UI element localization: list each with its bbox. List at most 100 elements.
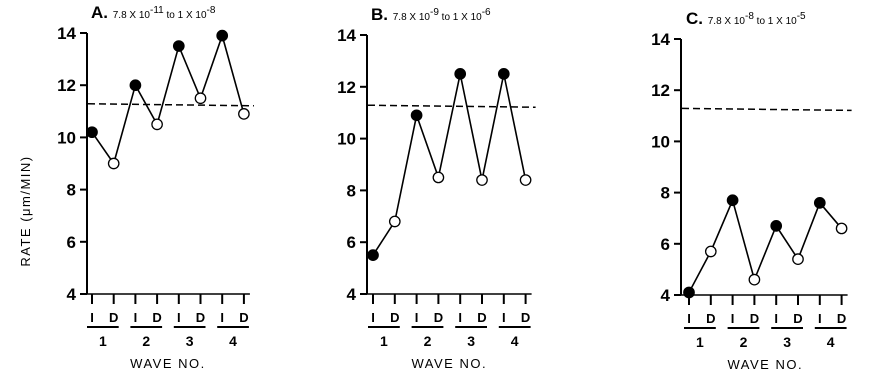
panel-b-point-I [497,68,510,80]
panel-b-y-tick-label: 10 [337,130,356,149]
panel-c-point-D [792,253,804,266]
panel-b-title-exponent: -6 [482,7,491,18]
panel-c-point-I [683,286,695,299]
panel-b-y-tick-label: 14 [337,26,356,45]
panel-c-wave-label: 1 [696,334,704,350]
panel-a-y-tick-label: 8 [67,181,76,200]
panel-b-y-tick-label: 8 [347,181,356,200]
panel-c-point-D [748,273,761,286]
panel-b-phase-label: I [371,310,375,325]
panel-b-phase-label: D [390,310,399,325]
panel-b-wave-label: 1 [380,333,388,349]
panel-a-title-range-text: 7.8 X 10 [113,10,151,21]
panel-b-wave-label: 4 [511,333,519,349]
panel-c-phase-label: I [818,311,822,326]
panel-a-wave-label: 2 [142,333,150,349]
panel-a-wave-label: 4 [229,333,237,349]
panel-a-phase-label: D [109,310,118,325]
panel-c-y-tick-label: 4 [661,286,671,305]
panel-b-point-I [454,68,467,80]
panel-a-wave-label: 1 [99,333,107,349]
panel-b-title: B. 7.8 X 10-9 to 1 X 10-6 [371,5,491,24]
panel-a-y-tick-label: 12 [57,76,76,95]
panel-c-phase-label: D [750,311,759,326]
panel-c-wave-label: 3 [783,334,791,350]
panel-a-phase-label: I [90,310,94,325]
panel-a-phase-label: I [134,310,138,325]
panel-a-point-I [216,29,229,42]
panel-c-point-I [770,220,783,232]
panel-c-title-exponent: -5 [797,11,806,22]
panel-b-phase-label: I [415,310,419,325]
panel-a-phase-label: I [220,310,224,325]
panel-a-y-tick-label: 4 [67,285,77,304]
panel-a-phase-label: D [239,310,248,325]
panel-c-y-tick-label: 14 [651,30,670,49]
panel-c-phase-label: D [837,311,846,326]
panel-b-series-line [372,73,527,256]
panel-b-point-D [432,171,445,184]
panel-c-phase-label: D [793,311,802,326]
panel-c-title: C. 7.8 X 10-8 to 1 X 10-5 [686,9,806,28]
panel-a-title-letter: A. [91,3,113,22]
panel-a-wave-label: 3 [186,333,194,349]
panel-a-y-tick-label: 14 [57,24,76,43]
panel-c-y-tick-label: 12 [651,81,670,100]
panel-a-point-I [172,40,185,52]
panel-b-x-axis-title: WAVE NO. [412,356,488,371]
panel-a-point-D [107,157,120,170]
panel-b-wave-label: 3 [467,333,475,349]
panel-c-wave-label: 4 [827,334,835,350]
panel-c-phase-label: D [706,311,715,326]
panel-b-phase-label: I [458,310,462,325]
panel-c-title-letter: C. [686,9,708,28]
panel-b-point-D [476,174,488,186]
panel-b-point-D [519,174,532,186]
panel-c-phase-label: I [687,311,691,326]
panel-a-title: A. 7.8 X 10-11 to 1 X 10-8 [91,3,216,22]
panel-a-title-range-text: to 1 X 10 [164,10,207,21]
panel-a-title-exponent: -8 [207,5,216,16]
panel-a-y-tick-label: 10 [57,128,76,147]
panel-a-point-I [129,79,142,92]
panel-c-title-range-text: to 1 X 10 [754,16,797,27]
panel-c-y-tick-label: 10 [651,132,670,151]
panel-b-y-tick-label: 6 [347,233,356,252]
panel-a-x-axis-title: WAVE NO. [130,356,206,371]
panel-b-phase-label: D [434,310,443,325]
panel-a-point-D [238,108,250,120]
panel-c-y-tick-label: 8 [661,184,670,203]
panel-c-phase-label: I [774,311,778,326]
panel-c-wave-label: 2 [740,334,748,350]
panel-a-title-exponent: -11 [150,5,164,16]
panel-c-phase-label: I [731,311,735,326]
panel-a-point-D [151,118,163,131]
panel-b-point-I [367,249,379,261]
panel-b-point-D [388,215,401,228]
panel-c-point-I [726,194,739,207]
panel-a-point-D [194,92,207,105]
y-axis-title: RATE (μm/MIN) [18,155,33,266]
panel-a-phase-label: D [152,310,161,325]
panel-b-title-range-text: to 1 X 10 [439,12,482,23]
panel-b-point-I [410,109,423,122]
panel-b-title-exponent: -9 [430,7,439,18]
panel-c-point-I [813,196,826,209]
panel-b-phase-label: I [502,310,506,325]
panel-c-title-exponent: -8 [745,11,754,22]
panel-c-title-range-text: 7.8 X 10 [708,16,746,27]
panel-c-reference-line [681,107,852,112]
panel-c-y-tick-label: 6 [661,235,670,254]
panel-a-phase-label: I [177,310,181,325]
panel-b-title-letter: B. [371,5,393,24]
panel-b-phase-label: D [521,310,530,325]
panel-a-point-I [86,126,98,139]
panel-b-phase-label: D [477,310,486,325]
panel-c-point-D [835,222,848,235]
panel-c-x-axis-title: WAVE NO. [728,357,804,372]
panel-b-wave-label: 2 [424,333,432,349]
panel-b-reference-line [367,104,536,108]
panel-b-y-tick-label: 4 [347,285,357,304]
panel-a-series-line [91,32,245,166]
panel-c-series-line [688,197,843,293]
